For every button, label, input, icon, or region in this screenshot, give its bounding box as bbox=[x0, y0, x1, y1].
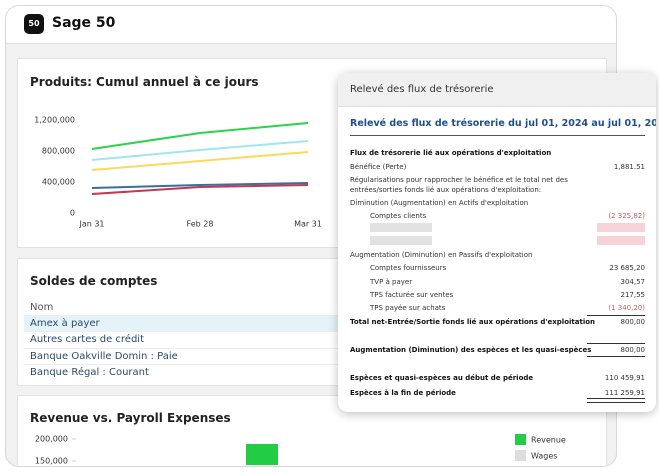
rule bbox=[587, 398, 645, 403]
row-label: TPS payée sur achats bbox=[370, 304, 446, 312]
rule bbox=[587, 356, 645, 357]
redacted bbox=[370, 236, 432, 245]
column-header: Nom bbox=[30, 302, 54, 313]
account-name: Banque Oakville Domin : Paie bbox=[30, 350, 178, 362]
legend-label: Wages bbox=[531, 452, 557, 461]
row-label: entrées/sorties fonds lié aux opérations… bbox=[350, 186, 542, 194]
row-amount: 800,00 bbox=[620, 318, 646, 326]
x-tick-label: Feb 28 bbox=[187, 220, 214, 229]
x-tick-label: Jan 31 bbox=[78, 220, 104, 229]
account-name: Amex à payer bbox=[30, 318, 100, 329]
row-label: Régularisations pour rapprocher le bénéf… bbox=[350, 176, 568, 184]
legend-swatch bbox=[515, 450, 526, 461]
row-label: Augmentation (Diminution) en Passifs d'e… bbox=[350, 251, 533, 259]
redacted bbox=[597, 223, 645, 232]
line-series bbox=[91, 140, 309, 161]
row-divider bbox=[24, 315, 600, 316]
bar bbox=[246, 444, 278, 465]
panel-title: Revenue vs. Payroll Expenses bbox=[30, 411, 231, 425]
row-label: Bénéfice (Perte) bbox=[350, 163, 407, 171]
line-series bbox=[91, 122, 309, 150]
app-name: Sage 50 bbox=[52, 15, 116, 31]
logo[interactable]: 50 bbox=[24, 14, 44, 34]
dialog-title: Relevé des flux de trésorerie bbox=[350, 84, 494, 95]
redacted bbox=[370, 223, 432, 232]
dialog-header bbox=[338, 73, 656, 107]
row-amount: 304,57 bbox=[620, 278, 646, 286]
row-label: Comptes fournisseurs bbox=[370, 264, 447, 272]
x-tick-label: Mar 31 bbox=[294, 220, 322, 229]
y-tick-label: 150,000 bbox=[35, 457, 68, 466]
row-divider bbox=[24, 331, 600, 333]
row-label: Espèces et quasi-espèces au début de pér… bbox=[350, 374, 534, 382]
row-amount: 111 259,91 bbox=[604, 389, 645, 397]
row-amount: 800,00 bbox=[620, 346, 646, 354]
row-amount: 1,881.51 bbox=[613, 163, 645, 171]
row-label: TVP à payer bbox=[370, 278, 413, 286]
panel-title: Soldes de comptes bbox=[30, 274, 158, 288]
row-label: Comptes clients bbox=[370, 212, 427, 220]
row-amount: 110 459,91 bbox=[604, 374, 645, 382]
legend-label: Revenue bbox=[531, 436, 566, 445]
cash-flow-dialog: Relevé des flux de trésorerie Relevé des… bbox=[338, 73, 656, 412]
y-tick-label: 400,000 bbox=[42, 178, 75, 187]
row-label: Espèces à la fin de période bbox=[350, 389, 456, 397]
row-amount: 23 685,20 bbox=[609, 264, 645, 272]
line-series bbox=[91, 182, 309, 189]
redacted bbox=[597, 236, 645, 245]
plot: 150,000 200,000 bbox=[35, 435, 278, 466]
row-label: Flux de trésorerie lié aux opérations d'… bbox=[350, 149, 552, 157]
row-label: Total net-Entrée/Sortie fonds lié aux op… bbox=[350, 318, 596, 326]
row-amount: (1 340,20) bbox=[608, 304, 645, 312]
row-divider bbox=[24, 347, 600, 349]
row-divider bbox=[24, 363, 600, 365]
y-tick-label: 200,000 bbox=[35, 435, 68, 444]
line-series bbox=[91, 151, 309, 171]
rule bbox=[587, 343, 645, 344]
legend-swatch bbox=[515, 434, 526, 445]
report-title: Relevé des flux de trésorerie du jul 01,… bbox=[350, 118, 656, 129]
row-highlight bbox=[24, 316, 354, 331]
row-amount: 217,55 bbox=[620, 291, 646, 299]
top-bar bbox=[6, 6, 616, 44]
y-tick-label: 0 bbox=[70, 209, 75, 218]
y-tick-label: 1,200,000 bbox=[34, 116, 75, 125]
account-name: Autres cartes de crédit bbox=[30, 334, 144, 346]
row-label: TPS facturée sur ventes bbox=[370, 291, 454, 299]
y-tick-label: 800,000 bbox=[42, 147, 75, 156]
row-label: Augmentation (Diminution) des espèces et… bbox=[350, 346, 592, 354]
row-label: Diminution (Augmentation) en Actifs d'ex… bbox=[350, 199, 529, 207]
row-amount: (2 325,82) bbox=[608, 212, 645, 220]
line-series bbox=[91, 184, 309, 196]
account-name: Banque Régal : Courant bbox=[30, 366, 149, 378]
rule bbox=[587, 315, 645, 316]
title-rule bbox=[350, 135, 645, 136]
panel-title: Produits: Cumul annuel à ce jours bbox=[30, 75, 259, 89]
